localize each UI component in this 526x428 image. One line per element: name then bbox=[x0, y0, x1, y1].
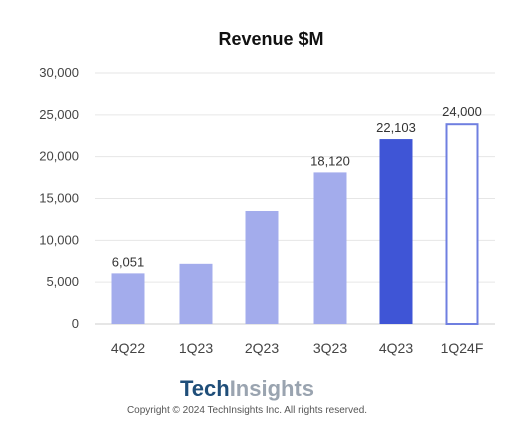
y-tick-label-3: 15,000 bbox=[39, 191, 79, 206]
x-tick-label-1q24f: 1Q24F bbox=[441, 340, 484, 356]
x-tick-label-4q23: 4Q23 bbox=[379, 340, 413, 356]
bar-1q23 bbox=[179, 263, 213, 324]
y-axis-ticks: 0 5,000 10,000 15,000 20,000 25,000 30,000 bbox=[39, 65, 79, 331]
x-tick-label-4q22: 4Q22 bbox=[111, 340, 145, 356]
copyright-text: Copyright © 2024 TechInsights Inc. All r… bbox=[127, 405, 367, 416]
x-tick-label-1q23: 1Q23 bbox=[179, 340, 213, 356]
bar-2q23 bbox=[245, 210, 279, 324]
bar-1q24f bbox=[445, 123, 479, 325]
y-tick-label-1: 5,000 bbox=[46, 274, 79, 289]
logo-tech-text: Tech bbox=[180, 376, 230, 401]
x-tick-label-3q23: 3Q23 bbox=[313, 340, 347, 356]
data-label-1q24f: 24,000 bbox=[442, 104, 482, 119]
bars bbox=[111, 123, 479, 325]
y-tick-label-0: 0 bbox=[72, 316, 79, 331]
y-tick-label-6: 30,000 bbox=[39, 65, 79, 80]
techinsights-logo: TechInsights bbox=[180, 376, 314, 401]
svg-text:TechInsights: TechInsights bbox=[180, 376, 314, 401]
bar-4q23 bbox=[379, 139, 413, 324]
bar-4q22 bbox=[111, 273, 145, 324]
bar-3q23 bbox=[313, 172, 347, 324]
y-tick-label-2: 10,000 bbox=[39, 232, 79, 247]
y-tick-label-5: 25,000 bbox=[39, 107, 79, 122]
grid-lines bbox=[95, 72, 495, 325]
data-label-3q23: 18,120 bbox=[310, 153, 350, 168]
chart-title: Revenue $M bbox=[218, 29, 323, 49]
x-axis-ticks: 4Q22 1Q23 2Q23 3Q23 4Q23 1Q24F bbox=[111, 340, 484, 356]
x-tick-label-2q23: 2Q23 bbox=[245, 340, 279, 356]
data-label-4q23: 22,103 bbox=[376, 120, 416, 135]
data-labels: 6,051 18,120 22,103 24,000 bbox=[112, 104, 482, 269]
data-label-4q22: 6,051 bbox=[112, 254, 145, 269]
logo-insights-text: Insights bbox=[230, 376, 314, 401]
y-tick-label-4: 20,000 bbox=[39, 149, 79, 164]
